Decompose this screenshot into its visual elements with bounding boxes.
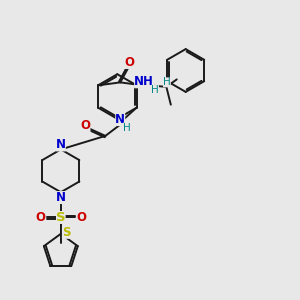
Text: H: H	[123, 123, 131, 133]
Text: O: O	[36, 211, 46, 224]
Text: O: O	[124, 56, 134, 69]
Text: N: N	[56, 138, 66, 152]
Text: O: O	[80, 119, 91, 132]
Text: H: H	[163, 77, 171, 87]
Text: S: S	[56, 211, 66, 224]
Text: H: H	[151, 85, 159, 95]
Text: N: N	[56, 191, 66, 204]
Text: O: O	[76, 211, 86, 224]
Text: S: S	[62, 226, 70, 239]
Text: NH: NH	[134, 75, 154, 88]
Text: N: N	[115, 113, 125, 126]
